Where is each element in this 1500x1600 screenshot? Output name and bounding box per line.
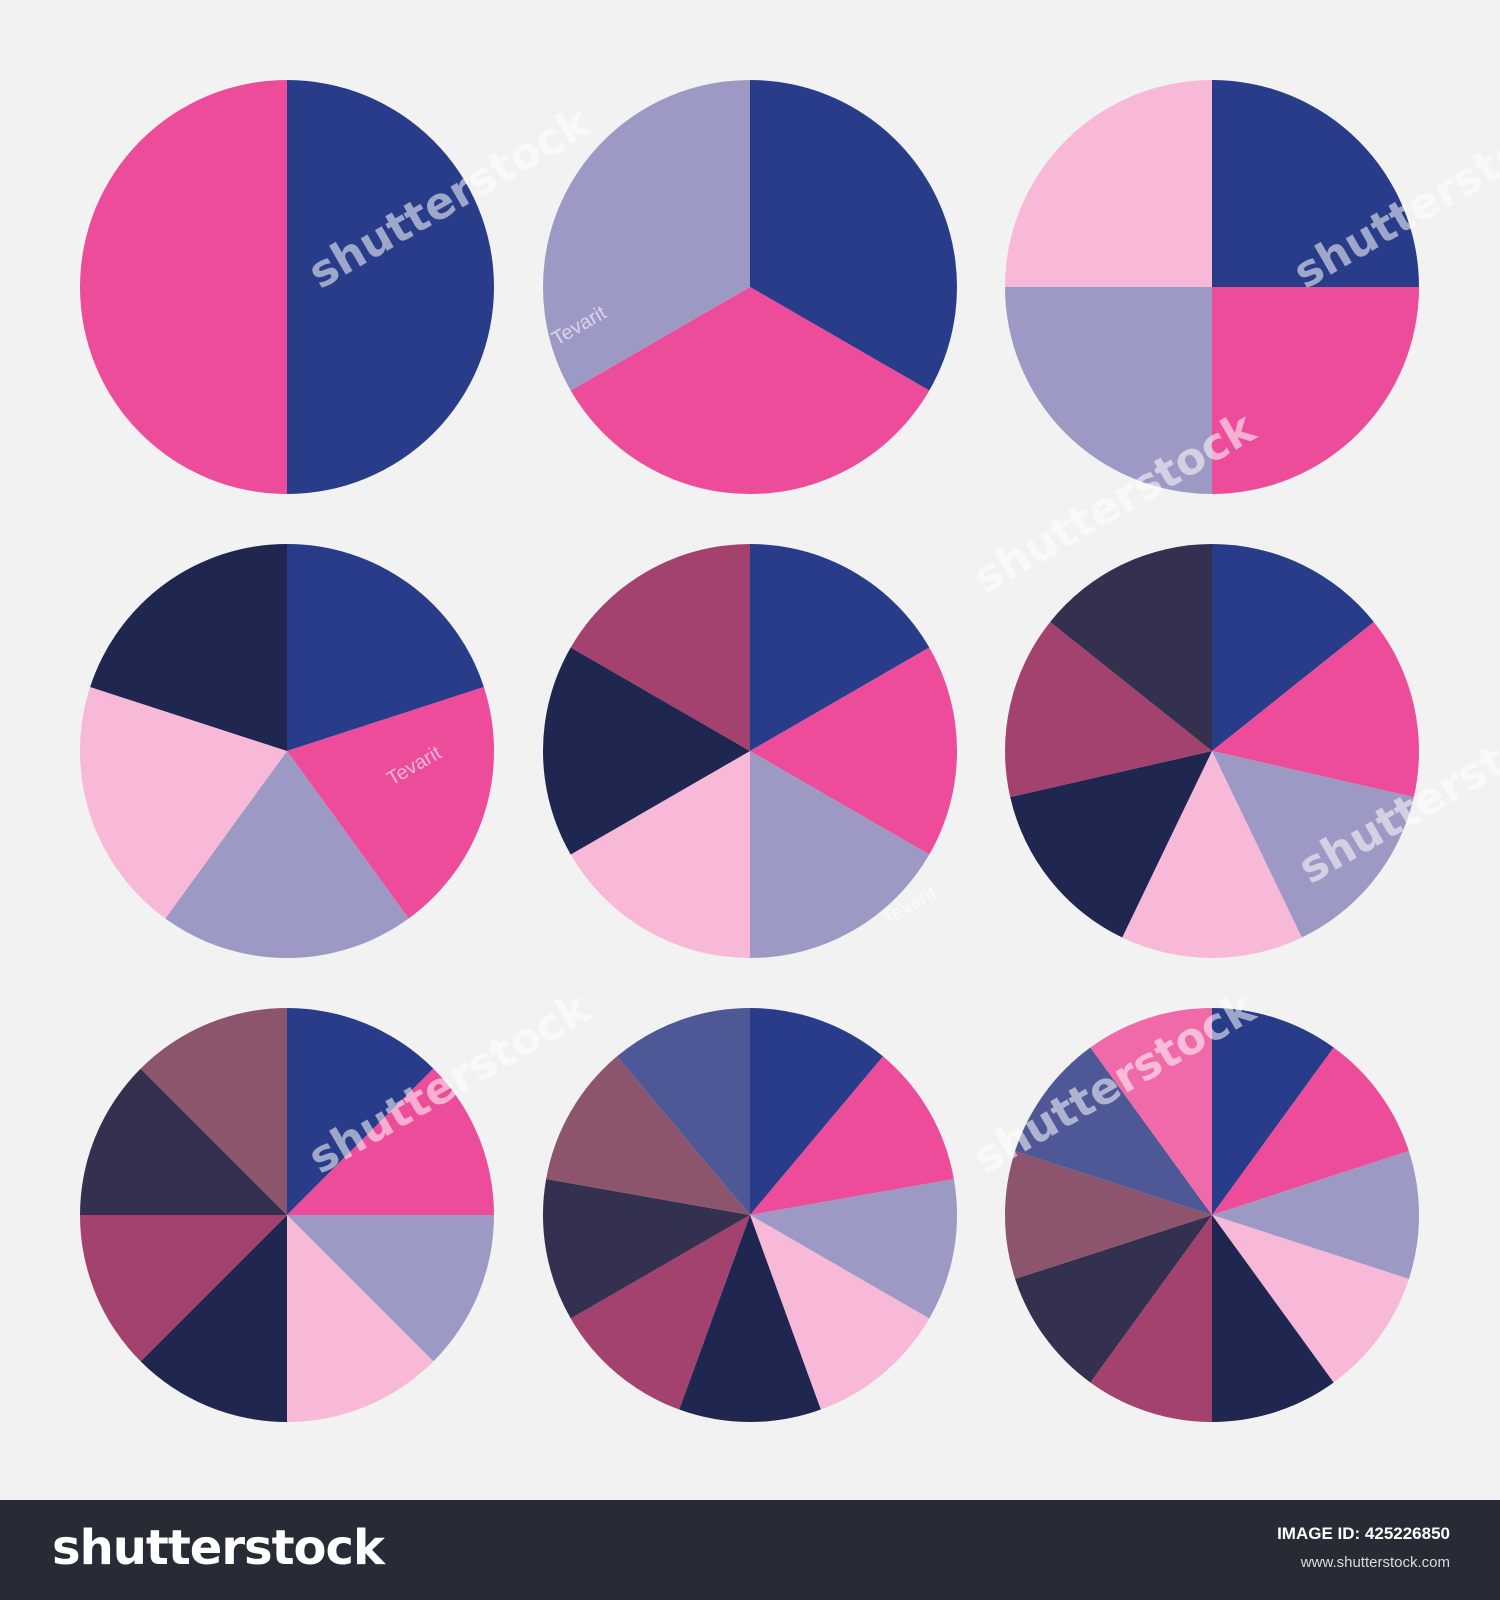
pie-8-slice-1 — [750, 1008, 884, 1215]
pie-6-slice-7 — [1050, 544, 1212, 751]
pie-7-slice-5 — [140, 1215, 287, 1422]
image-id-value: 425226850 — [1364, 1524, 1450, 1543]
pie-8-slice-3 — [750, 1179, 958, 1319]
pie-4-slice-1 — [287, 544, 484, 751]
pie-chart-1 — [80, 80, 494, 494]
pie-8-slice-7 — [542, 1179, 750, 1319]
pie-9-slice-7 — [1015, 1215, 1212, 1383]
pie-6-slice-1 — [1212, 544, 1374, 751]
pie-7-slice-1 — [287, 1008, 434, 1215]
pie-1-slice-2 — [80, 80, 287, 494]
pie-3-slice-2 — [1212, 287, 1419, 494]
pie-2-slice-3 — [542, 80, 750, 391]
pie-8-slice-5 — [679, 1215, 821, 1423]
pie-6-slice-5 — [1010, 751, 1212, 938]
pie-6-slice-4 — [1122, 751, 1302, 958]
pie-chart-9 — [1004, 1008, 1420, 1422]
pie-chart-3 — [1005, 80, 1419, 494]
pie-4-slice-3 — [165, 751, 409, 959]
pie-9-slice-10 — [1090, 1008, 1212, 1215]
pie-9-slice-3 — [1212, 1151, 1420, 1279]
pie-9-slice-4 — [1212, 1215, 1409, 1383]
pie-5-slice-4 — [570, 751, 750, 958]
pie-4-slice-5 — [90, 544, 287, 751]
pie-6-slice-2 — [1212, 621, 1419, 798]
pie-charts-grid — [79, 80, 1420, 1423]
pie-2-slice-1 — [750, 80, 958, 391]
pie-4-slice-2 — [287, 687, 495, 919]
pie-7-slice-6 — [80, 1215, 287, 1362]
pie-5-slice-1 — [750, 544, 930, 751]
pie-chart-5 — [542, 544, 958, 958]
pie-9-slice-5 — [1212, 1215, 1334, 1422]
pie-6-slice-3 — [1212, 751, 1414, 938]
pie-3-slice-1 — [1212, 80, 1419, 287]
pie-6-slice-6 — [1005, 621, 1212, 798]
pie-chart-7 — [80, 1008, 494, 1422]
pie-5-slice-3 — [750, 751, 930, 958]
pie-5-slice-5 — [542, 647, 750, 855]
pie-3-slice-3 — [1005, 287, 1212, 494]
pie-1-slice-1 — [287, 80, 494, 494]
pie-chart-2 — [542, 80, 958, 495]
pie-8-slice-9 — [616, 1008, 750, 1215]
pie-chart-6 — [1005, 544, 1419, 958]
pie-9-slice-1 — [1212, 1008, 1334, 1215]
pie-9-slice-8 — [1004, 1151, 1212, 1279]
pie-5-slice-6 — [570, 544, 750, 751]
image-id-label: IMAGE ID: — [1277, 1524, 1361, 1543]
image-id: IMAGE ID: 425226850 — [1277, 1524, 1450, 1544]
pie-8-slice-8 — [546, 1056, 750, 1215]
pie-8-slice-6 — [570, 1215, 750, 1410]
pie-2-slice-2 — [570, 287, 930, 495]
footer-url[interactable]: www.shutterstock.com — [1300, 1554, 1450, 1571]
pie-3-slice-4 — [1005, 80, 1212, 287]
footer-bar: shutterstock IMAGE ID: 425226850 www.shu… — [0, 1500, 1500, 1600]
pie-9-slice-6 — [1090, 1215, 1212, 1422]
pie-7-slice-2 — [287, 1068, 494, 1215]
pie-9-slice-9 — [1015, 1047, 1212, 1215]
pie-8-slice-4 — [750, 1215, 930, 1410]
pie-7-slice-7 — [80, 1068, 287, 1215]
pie-7-slice-4 — [287, 1215, 434, 1422]
pie-7-slice-3 — [287, 1215, 494, 1362]
pie-5-slice-2 — [750, 647, 958, 855]
pie-9-slice-2 — [1212, 1047, 1409, 1215]
pie-7-slice-8 — [140, 1008, 287, 1215]
pie-chart-4 — [79, 544, 495, 959]
pie-chart-8 — [542, 1008, 958, 1423]
footer-logo[interactable]: shutterstock — [52, 1520, 385, 1576]
pie-8-slice-2 — [750, 1056, 954, 1215]
pie-4-slice-4 — [79, 687, 288, 919]
